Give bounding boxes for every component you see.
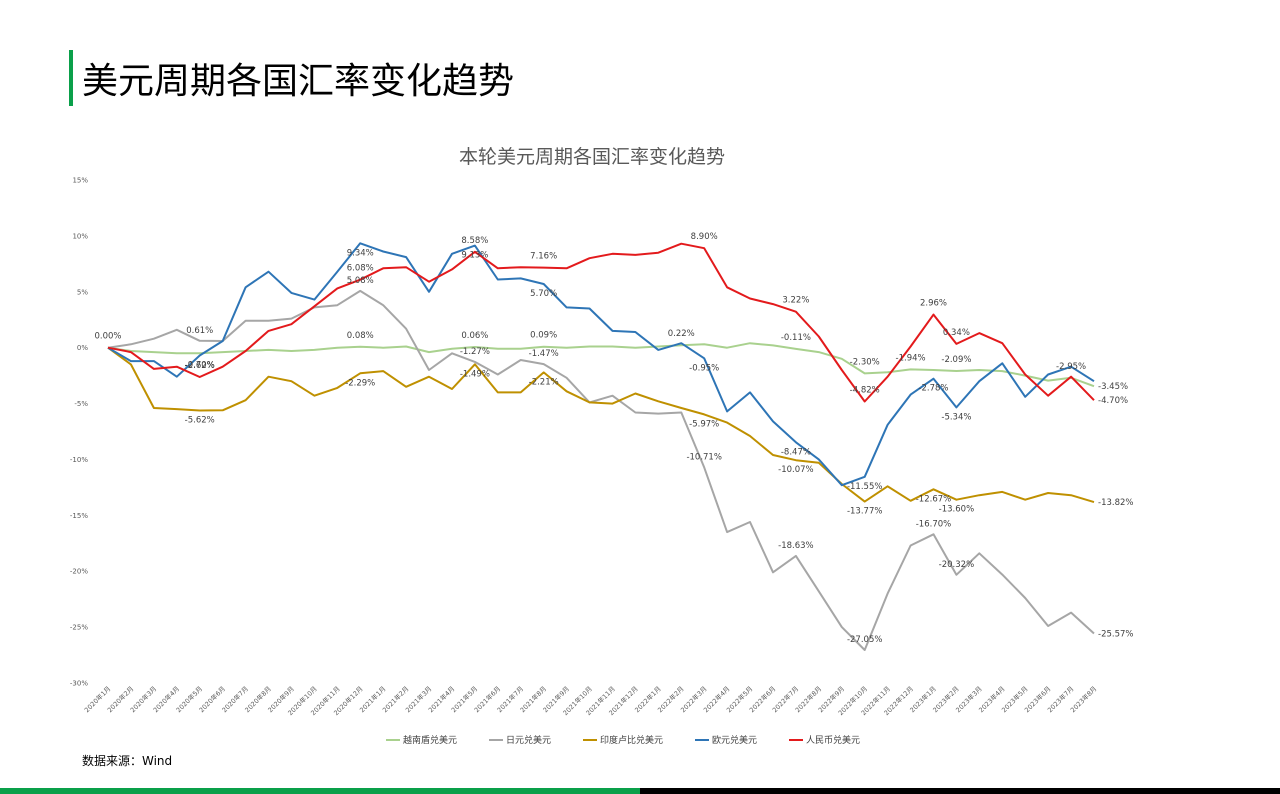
data-label: 2.96% <box>920 299 947 309</box>
data-label: 0.61% <box>186 326 213 336</box>
data-label: 7.16% <box>530 252 557 262</box>
data-label: -1.49% <box>460 369 490 379</box>
data-label: 0.22% <box>668 329 695 339</box>
data-label: -20.32% <box>939 560 974 570</box>
data-label: 6.08% <box>347 264 374 274</box>
y-tick-label: -10% <box>70 456 88 464</box>
data-label: -12.67% <box>916 494 951 504</box>
data-label: -1.94% <box>896 353 926 363</box>
series-line <box>107 242 1095 487</box>
data-label: -5.34% <box>941 412 971 422</box>
data-label: 9.34% <box>347 248 374 258</box>
data-label: -18.63% <box>778 541 813 551</box>
data-label: -2.30% <box>850 357 880 367</box>
data-label: 0.00% <box>94 332 121 342</box>
chart-title: 本轮美元周期各国汇率变化趋势 <box>458 146 725 168</box>
legend-label: 日元兑美元 <box>506 734 551 746</box>
data-label: -3.45% <box>1098 382 1128 392</box>
data-label: -13.60% <box>939 505 974 515</box>
data-label: -1.27% <box>460 347 490 357</box>
data-source: 数据来源：Wind <box>82 754 173 768</box>
data-label: -25.57% <box>1098 629 1133 639</box>
data-label: -8.47% <box>781 447 811 457</box>
data-label: -2.62% <box>185 361 215 371</box>
y-tick-label: -15% <box>70 512 88 520</box>
data-label: -16.70% <box>916 519 951 529</box>
data-label: -1.47% <box>529 349 559 359</box>
y-tick-label: -30% <box>70 680 88 688</box>
data-label: -11.55% <box>847 482 882 492</box>
data-label: -2.78% <box>918 384 948 394</box>
y-tick-label: -25% <box>70 624 88 632</box>
data-label: -5.97% <box>689 419 719 429</box>
data-label: -2.09% <box>941 355 971 365</box>
y-tick-label: 5% <box>77 288 88 296</box>
y-tick-label: 15% <box>72 177 88 185</box>
data-label: 5.70% <box>530 289 557 299</box>
data-label: -0.95% <box>689 363 719 373</box>
series-line <box>107 242 1095 403</box>
data-label: 5.08% <box>347 276 374 286</box>
y-tick-label: 10% <box>72 232 88 240</box>
data-label: -2.21% <box>529 377 559 387</box>
data-label: -27.05% <box>847 635 882 645</box>
page-title: 美元周期各国汇率变化趋势 <box>82 61 515 102</box>
data-label: 0.06% <box>461 331 488 341</box>
footer-bar-green <box>0 788 640 794</box>
data-label: -0.70% <box>185 360 215 370</box>
legend-label: 人民币兑美元 <box>806 734 860 746</box>
data-label: 9.13% <box>461 251 488 261</box>
y-tick-label: -20% <box>70 568 88 576</box>
data-label: -2.29% <box>345 378 375 388</box>
data-label: -10.71% <box>686 452 721 462</box>
data-label: -4.82% <box>850 386 880 396</box>
data-label: -2.95% <box>1056 362 1086 372</box>
data-label: 8.90% <box>691 232 718 242</box>
title-accent-bar <box>69 50 73 106</box>
data-label: -13.82% <box>1098 498 1133 508</box>
data-label: 0.09% <box>530 331 557 341</box>
data-label: 3.22% <box>782 296 809 306</box>
data-label: 8.58% <box>461 236 488 246</box>
data-label: 0.34% <box>943 328 970 338</box>
legend-label: 越南盾兑美元 <box>403 734 457 746</box>
data-label: 0.08% <box>347 331 374 341</box>
legend-label: 欧元兑美元 <box>712 734 757 746</box>
footer-bar-black <box>640 788 1280 794</box>
y-tick-label: 0% <box>77 344 88 352</box>
series-line <box>107 289 1095 651</box>
y-tick-label: -5% <box>74 400 88 408</box>
data-label: -5.62% <box>185 415 215 425</box>
data-label: -0.11% <box>781 333 811 343</box>
series-line <box>107 346 1095 504</box>
data-label: -4.70% <box>1098 396 1128 406</box>
data-label: -13.77% <box>847 507 882 517</box>
series-line <box>107 342 1095 388</box>
legend-label: 印度卢比兑美元 <box>600 734 663 746</box>
data-label: -10.07% <box>778 465 813 475</box>
